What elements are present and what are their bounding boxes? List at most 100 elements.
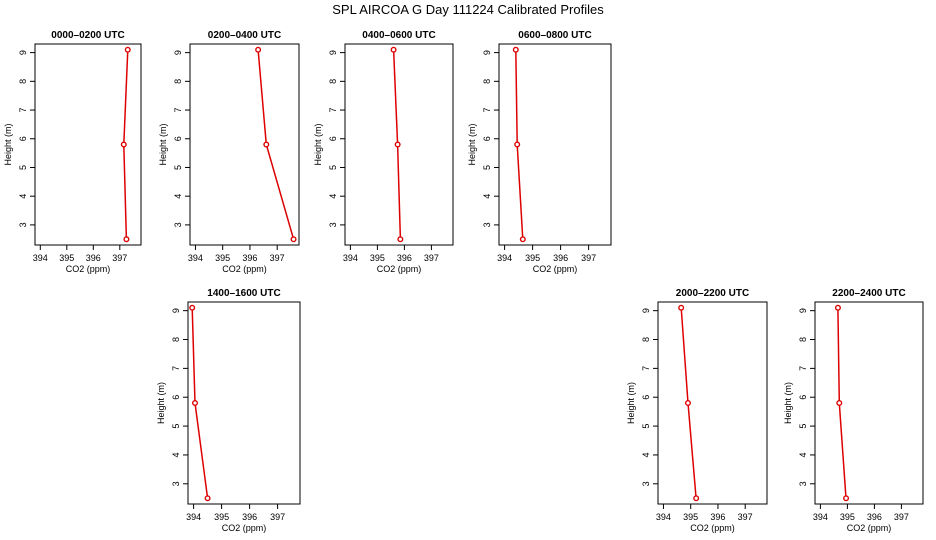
x-tick-label: 396	[710, 512, 725, 522]
y-tick-label: 9	[328, 50, 338, 55]
y-tick-label: 4	[798, 452, 808, 457]
y-tick-label: 9	[798, 308, 808, 313]
y-tick-label: 8	[173, 79, 183, 84]
y-tick-label: 5	[641, 424, 651, 429]
y-tick-label: 3	[173, 222, 183, 227]
y-tick-label: 6	[482, 136, 492, 141]
panel-title: 2000–2200 UTC	[676, 288, 749, 299]
x-tick-label: 394	[813, 512, 828, 522]
data-point	[397, 236, 404, 243]
x-tick-label: 396	[242, 512, 257, 522]
y-axis-label: Height (m)	[313, 123, 323, 165]
y-tick-label: 8	[641, 337, 651, 342]
x-tick-label: 397	[894, 512, 909, 522]
y-tick-label: 6	[18, 136, 28, 141]
panel-title: 0000–0200 UTC	[51, 30, 124, 41]
data-point	[834, 304, 841, 311]
data-point	[120, 141, 127, 148]
x-tick-label: 394	[33, 253, 48, 263]
y-tick-label: 3	[482, 222, 492, 227]
plot-frame	[187, 301, 301, 505]
y-tick-label: 4	[173, 194, 183, 199]
y-axis-label: Height (m)	[783, 382, 793, 424]
data-point	[836, 400, 843, 407]
data-point	[693, 495, 700, 502]
y-tick-label: 3	[641, 481, 651, 486]
x-tick-label: 395	[525, 253, 540, 263]
panel-title: 1400–1600 UTC	[207, 288, 280, 299]
data-point	[191, 400, 198, 407]
y-tick-label: 7	[798, 366, 808, 371]
y-tick-label: 5	[482, 165, 492, 170]
y-axis-label: Height (m)	[3, 123, 13, 165]
x-tick-label: 395	[840, 512, 855, 522]
x-tick-label: 395	[370, 253, 385, 263]
x-tick-label: 396	[242, 253, 257, 263]
x-tick-label: 395	[215, 253, 230, 263]
x-tick-label: 396	[867, 512, 882, 522]
y-tick-label: 9	[171, 308, 181, 313]
plot-frame	[814, 301, 924, 505]
x-axis-label: CO2 (ppm)	[533, 264, 578, 274]
x-tick-label: 397	[112, 253, 127, 263]
y-tick-label: 7	[641, 366, 651, 371]
y-tick-label: 8	[171, 337, 181, 342]
y-tick-label: 3	[171, 481, 181, 486]
x-axis-label: CO2 (ppm)	[690, 523, 735, 533]
data-point	[512, 46, 519, 53]
data-point	[390, 46, 397, 53]
y-tick-label: 7	[482, 108, 492, 113]
x-tick-label: 397	[738, 512, 753, 522]
data-point	[263, 141, 270, 148]
y-tick-label: 4	[171, 452, 181, 457]
x-tick-label: 394	[343, 253, 358, 263]
x-tick-label: 397	[270, 253, 285, 263]
data-point	[843, 495, 850, 502]
y-axis-label: Height (m)	[156, 382, 166, 424]
y-tick-label: 3	[798, 481, 808, 486]
x-axis-label: CO2 (ppm)	[222, 264, 267, 274]
panel-title: 0200–0400 UTC	[208, 30, 281, 41]
y-tick-label: 6	[173, 136, 183, 141]
y-tick-label: 4	[641, 452, 651, 457]
plot-frame	[189, 43, 300, 246]
data-point	[189, 304, 196, 311]
data-point	[519, 236, 526, 243]
y-tick-label: 6	[798, 395, 808, 400]
y-tick-label: 9	[641, 308, 651, 313]
x-tick-label: 397	[581, 253, 596, 263]
x-tick-label: 395	[683, 512, 698, 522]
data-point	[684, 400, 691, 407]
x-tick-label: 394	[188, 253, 203, 263]
panel-title: 2200–2400 UTC	[832, 288, 905, 299]
plot-frame	[34, 43, 142, 246]
page-title: SPL AIRCOA G Day 111224 Calibrated Profi…	[332, 2, 604, 17]
x-tick-label: 394	[186, 512, 201, 522]
y-tick-label: 8	[18, 79, 28, 84]
x-axis-label: CO2 (ppm)	[222, 523, 267, 533]
x-tick-label: 396	[397, 253, 412, 263]
data-point	[255, 46, 262, 53]
x-tick-label: 397	[424, 253, 439, 263]
y-tick-label: 4	[482, 194, 492, 199]
x-tick-label: 395	[214, 512, 229, 522]
plot-frame	[344, 43, 454, 246]
x-tick-label: 394	[656, 512, 671, 522]
y-tick-label: 9	[18, 50, 28, 55]
y-axis-label: Height (m)	[467, 123, 477, 165]
panel-title: 0400–0600 UTC	[362, 30, 435, 41]
y-tick-label: 6	[171, 395, 181, 400]
y-tick-label: 5	[171, 424, 181, 429]
y-tick-label: 7	[173, 108, 183, 113]
data-point	[290, 236, 297, 243]
data-point	[124, 46, 131, 53]
y-tick-label: 5	[798, 424, 808, 429]
